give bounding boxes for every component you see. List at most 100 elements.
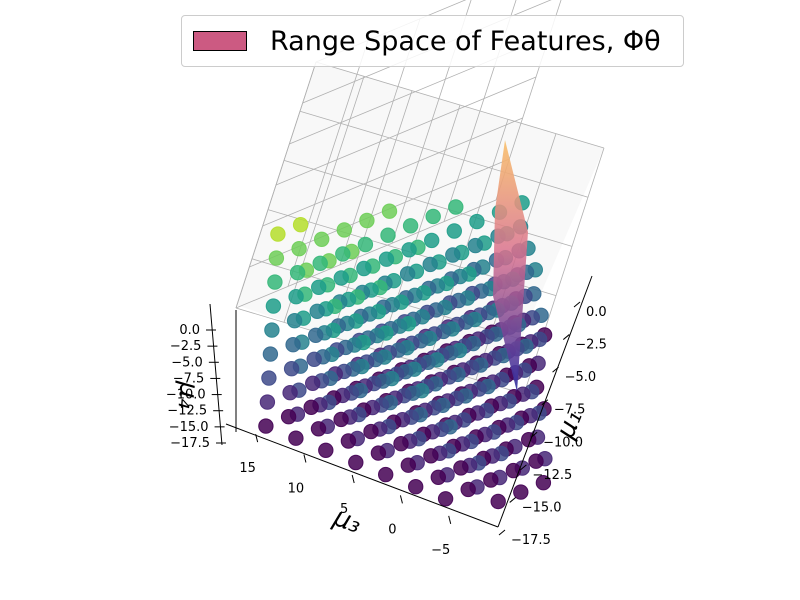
mu1-tick-label: 0.0	[586, 305, 607, 320]
scatter-point	[340, 433, 357, 449]
mu4-tick-label: −12.5	[167, 404, 207, 419]
mu1-tick-label: −2.5	[575, 338, 607, 353]
scatter-point	[309, 303, 325, 319]
scatter-point	[264, 322, 280, 338]
scatter-point	[453, 460, 469, 476]
scatter-point	[306, 351, 322, 367]
legend-swatch	[193, 31, 247, 51]
mu1-tick-label: −15.0	[522, 500, 562, 515]
mu4-tick-label: −15.0	[169, 420, 209, 435]
scatter-point	[258, 418, 274, 434]
scatter-point	[314, 231, 330, 248]
scatter-point	[399, 266, 416, 282]
mu4-tick-label: −10.0	[166, 388, 206, 403]
scatter-point	[283, 361, 300, 377]
mu4-tick-label: 0.0	[179, 323, 200, 338]
scatter-point	[363, 423, 379, 440]
scatter-point	[318, 442, 334, 458]
scatter-point	[288, 430, 304, 446]
scatter-point	[469, 213, 485, 230]
scatter-point	[286, 313, 303, 329]
mu3-tick-label: 5	[340, 502, 348, 517]
mu1-tick-label: −5.0	[565, 370, 597, 385]
mu4-tick-label: −7.5	[173, 371, 205, 386]
mu1-tick-label: −12.5	[532, 468, 572, 483]
scatter-point	[424, 232, 440, 249]
scatter-point	[312, 255, 328, 271]
scatter-point	[303, 399, 319, 415]
scatter-point	[359, 212, 375, 229]
mu3-tick-label: 0	[388, 522, 396, 537]
mu1-tick-label: −7.5	[554, 403, 586, 418]
scatter-point	[378, 251, 395, 267]
mu3-axis-title: μ₃	[329, 502, 366, 540]
mu3-tick-label: 10	[288, 482, 305, 497]
scatter-point	[262, 346, 279, 362]
mu3-tick-label: −5	[431, 543, 450, 558]
scatter-point	[311, 279, 327, 295]
mu4-tick-label: −2.5	[170, 339, 202, 354]
range-space-surface	[493, 140, 528, 392]
scatter-point	[292, 217, 309, 233]
mu1-tick-label: −17.5	[511, 533, 551, 548]
legend-label: Range Space of Features, Φθ	[270, 25, 661, 57]
scatter-point	[289, 265, 306, 281]
scatter-point	[483, 472, 499, 488]
scatter-point	[402, 218, 419, 234]
scatter-point	[381, 203, 398, 219]
scatter-point	[445, 247, 461, 263]
scatter-point	[378, 466, 394, 483]
scatter-point	[460, 481, 476, 498]
scatter-point	[467, 237, 484, 254]
scatter-point	[448, 199, 464, 215]
mu4-axis-title: μ₄	[171, 379, 203, 410]
scatter-point	[310, 421, 327, 437]
scatter-point	[265, 298, 282, 314]
scatter-point	[282, 385, 298, 401]
scatter-point	[446, 223, 462, 239]
range-space-plane	[493, 140, 528, 392]
scatter-point	[528, 453, 544, 469]
mu1-axis-ticks: 0.0 −2.5 −5.0 −7.5 −10.0 −12.5 −15.0 −17.5	[498, 301, 607, 548]
scatter-point	[261, 370, 277, 386]
scatter-point	[370, 445, 387, 461]
scatter-point	[430, 469, 446, 485]
scatter-point	[267, 274, 283, 290]
scatter-point	[513, 484, 529, 500]
mu3-tick-label: 15	[239, 461, 256, 476]
scatter-point	[505, 462, 522, 479]
scatter-point	[333, 411, 349, 428]
scatter-point	[333, 270, 349, 286]
scatter-point	[490, 493, 506, 510]
scatter-point	[425, 208, 441, 225]
scatter-point	[270, 226, 286, 242]
mu4-axis-ticks: 0.0−2.5−5.0−7.5 −10.0−12.5−15.0−17.5	[166, 323, 226, 451]
scatter-point	[280, 409, 297, 425]
scatter-point	[288, 289, 304, 305]
scatter-point	[305, 375, 321, 391]
mu4-tick-label: −5.0	[171, 355, 203, 370]
scatter-point	[400, 457, 416, 473]
scatter-point	[401, 242, 417, 258]
scatter-point	[308, 327, 324, 343]
mu1-tick-label: −10.0	[543, 435, 583, 450]
scatter-point	[348, 454, 364, 471]
scatter-point	[285, 337, 301, 353]
mu4-tick-label: −17.5	[170, 436, 210, 451]
scatter-point	[423, 448, 439, 464]
legend: Range Space of Features, Φθ	[181, 15, 684, 67]
scatter-point	[291, 241, 307, 257]
mu3-axis-ticks: 15 10 5 0 −5	[239, 433, 452, 558]
scatter-point	[393, 436, 409, 452]
scatter-point	[356, 260, 372, 277]
scatter-point	[268, 250, 285, 266]
scatter-point	[336, 222, 352, 238]
scatter-point	[422, 256, 438, 273]
scatter-point	[357, 236, 374, 253]
scatter-point	[380, 227, 396, 243]
scatter-point	[408, 479, 424, 495]
scatter-point	[259, 394, 276, 410]
scatter-point	[437, 491, 454, 507]
scatter-point	[535, 475, 552, 491]
